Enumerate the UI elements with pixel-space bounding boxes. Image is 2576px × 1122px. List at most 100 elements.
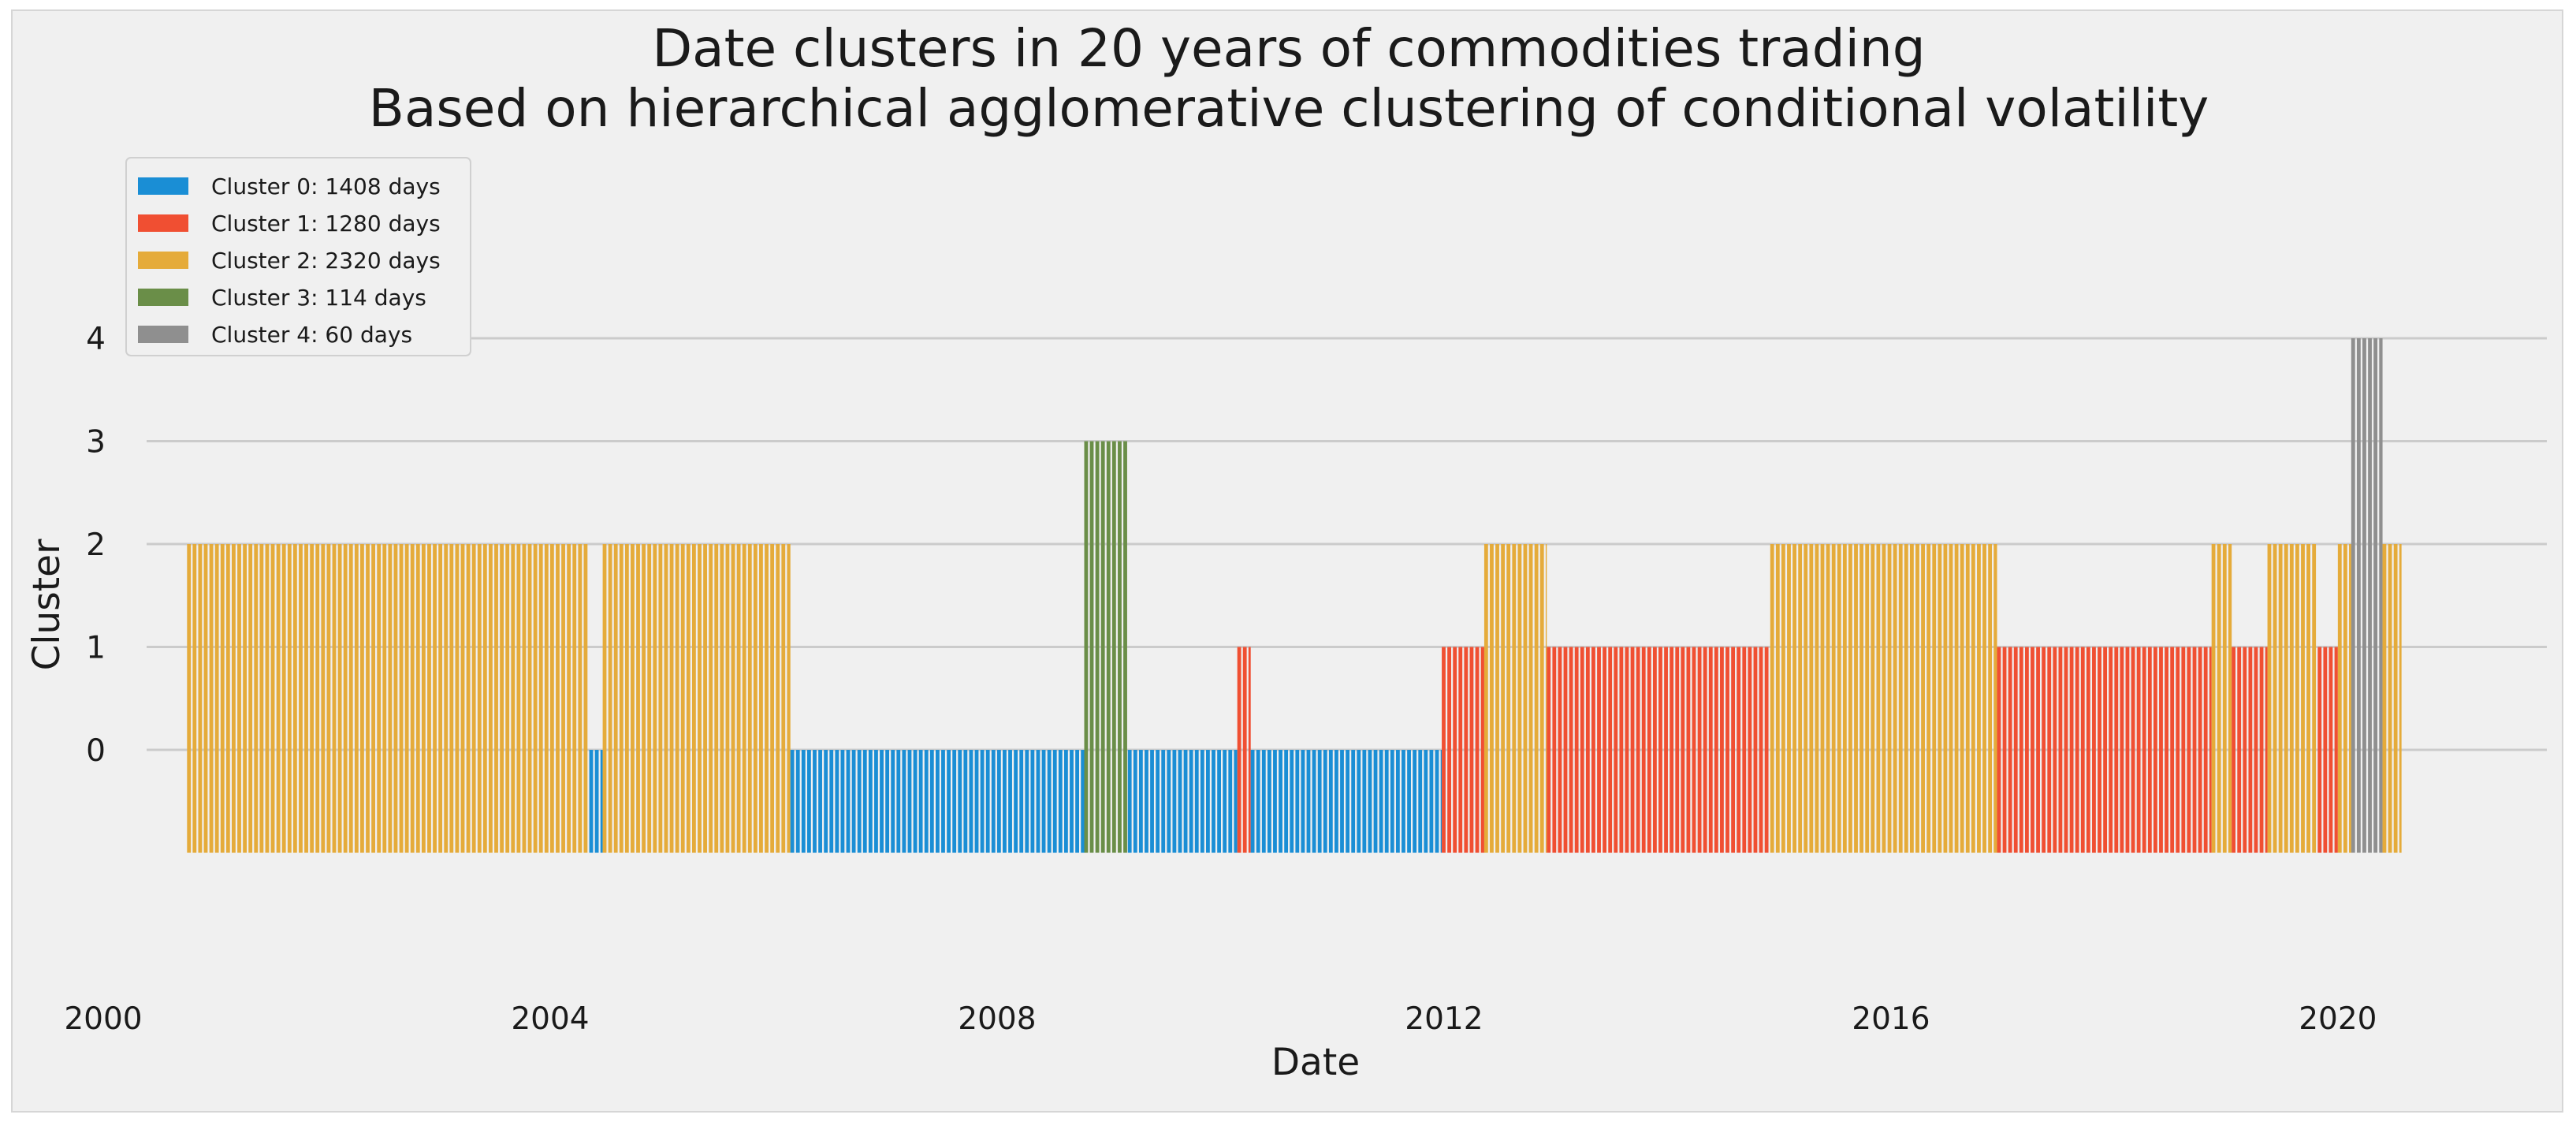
- bar-cluster-2: [259, 544, 264, 853]
- bar-cluster-2: [714, 544, 719, 853]
- bar-cluster-0: [1145, 750, 1148, 853]
- bar-cluster-3: [1106, 441, 1111, 853]
- bar-cluster-1: [2125, 647, 2130, 853]
- bar-cluster-1: [2042, 647, 2046, 853]
- bar-cluster-1: [1569, 647, 1573, 853]
- bar-cluster-1: [2019, 647, 2023, 853]
- bar-cluster-1: [1686, 647, 1691, 853]
- bar-cluster-2: [1775, 544, 1780, 853]
- bar-cluster-1: [2198, 647, 2202, 853]
- bar-cluster-2: [567, 544, 571, 853]
- legend-label-cluster-3: Cluster 3: 114 days: [211, 285, 426, 311]
- bar-cluster-2: [686, 544, 691, 853]
- bar-cluster-2: [781, 544, 786, 853]
- bar-cluster-2: [2267, 544, 2272, 853]
- bar-cluster-2: [1523, 544, 1528, 853]
- bar-cluster-1: [1658, 647, 1662, 853]
- bar-cluster-2: [1539, 544, 1544, 853]
- bar-cluster-2: [310, 544, 315, 853]
- bar-cluster-0: [1178, 750, 1182, 853]
- bar-cluster-2: [669, 544, 674, 853]
- bar-cluster-1: [2328, 647, 2333, 853]
- bar-cluster-2: [399, 544, 404, 853]
- bar-cluster-1: [1453, 647, 1457, 853]
- bar-cluster-0: [1250, 750, 1255, 853]
- bar-cluster-2: [1865, 544, 1870, 853]
- bar-cluster-0: [941, 750, 945, 853]
- bar-cluster-2: [1815, 544, 1819, 853]
- bar-cluster-0: [1346, 750, 1349, 853]
- bar-cluster-0: [985, 750, 990, 853]
- bar-cluster-2: [354, 544, 359, 853]
- bar-cluster-1: [1742, 647, 1747, 853]
- y-tick-label: 3: [86, 425, 106, 460]
- bar-cluster-2: [787, 544, 791, 853]
- bar-cluster-0: [1418, 750, 1423, 853]
- bar-cluster-0: [1019, 750, 1024, 853]
- legend-swatch-cluster-1: [138, 214, 188, 232]
- bar-cluster-2: [203, 544, 208, 853]
- bar-cluster-0: [1041, 750, 1046, 853]
- bar-cluster-2: [1506, 544, 1511, 853]
- bar-cluster-2: [1960, 544, 1964, 853]
- bar-cluster-1: [2203, 647, 2208, 853]
- bar-cluster-0: [1323, 750, 1327, 853]
- bar-cluster-1: [1574, 647, 1579, 853]
- bar-cluster-1: [1681, 647, 1685, 853]
- bar-cluster-0: [1150, 750, 1154, 853]
- bar-cluster-0: [1189, 750, 1193, 853]
- bar-cluster-0: [1200, 750, 1204, 853]
- bar-cluster-0: [896, 750, 901, 853]
- bar-cluster-2: [2349, 544, 2351, 853]
- bar-cluster-2: [404, 544, 409, 853]
- bar-cluster-0: [824, 750, 828, 853]
- bar-cluster-2: [494, 544, 498, 853]
- bar-cluster-2: [736, 544, 741, 853]
- bar-cluster-2: [225, 544, 230, 853]
- bar-cluster-4: [2362, 338, 2366, 853]
- bar-cluster-3: [1111, 441, 1116, 853]
- bar-cluster-2: [232, 544, 236, 853]
- bar-cluster-0: [1373, 750, 1378, 853]
- bar-cluster-1: [2086, 647, 2090, 853]
- bar-cluster-2: [477, 544, 482, 853]
- bar-cluster-2: [759, 544, 763, 853]
- bar-cluster-2: [1787, 544, 1791, 853]
- bar-cluster-1: [2120, 647, 2124, 853]
- bar-cluster-1: [2098, 647, 2101, 853]
- bar-cluster-0: [1435, 750, 1439, 853]
- bar-cluster-4: [2356, 338, 2361, 853]
- bar-cluster-1: [1731, 647, 1736, 853]
- x-tick-label: 2012: [1405, 1001, 1483, 1037]
- bar-cluster-4: [2368, 338, 2372, 853]
- bar-cluster-2: [583, 544, 588, 853]
- bar-cluster-0: [918, 750, 923, 853]
- bar-cluster-2: [366, 544, 370, 853]
- legend: Cluster 0: 1408 days Cluster 1: 1280 days…: [125, 157, 471, 356]
- bar-cluster-2: [482, 544, 487, 853]
- bar-cluster-2: [388, 544, 393, 853]
- bar-cluster-2: [747, 544, 752, 853]
- bar-cluster-2: [248, 544, 253, 853]
- bar-cluster-2: [1932, 544, 1937, 853]
- bar-cluster-1: [2192, 647, 2197, 853]
- bar-cluster-2: [187, 544, 192, 853]
- bar-cluster-0: [846, 750, 851, 853]
- bar-cluster-0: [1127, 750, 1132, 853]
- bar-cluster-0: [980, 750, 985, 853]
- bar-cluster-2: [1483, 544, 1488, 853]
- bar-cluster-1: [1625, 647, 1629, 853]
- bar-cluster-2: [1854, 544, 1858, 853]
- bar-cluster-2: [1826, 544, 1830, 853]
- bar-cluster-2: [624, 544, 629, 853]
- bar-cluster-1: [2153, 647, 2157, 853]
- bar-cluster-1: [1237, 647, 1241, 853]
- bar-cluster-0: [813, 750, 817, 853]
- bar-cluster-2: [1534, 544, 1539, 853]
- bar-cluster-2: [321, 544, 326, 853]
- bar-cluster-1: [2181, 647, 2186, 853]
- bar-cluster-0: [1424, 750, 1428, 853]
- bar-cluster-0: [835, 750, 839, 853]
- bar-cluster-2: [1517, 544, 1522, 853]
- bar-cluster-4: [2379, 338, 2383, 853]
